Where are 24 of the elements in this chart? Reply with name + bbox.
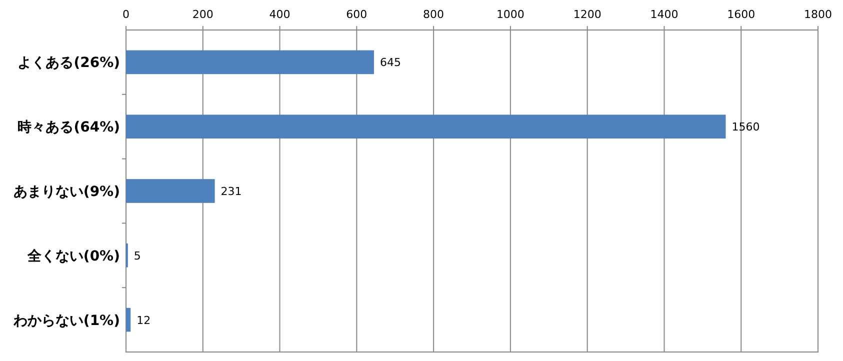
x-tick-label: 1800	[804, 8, 832, 21]
x-tick-label: 1400	[650, 8, 678, 21]
bar	[126, 308, 131, 332]
x-tick-label: 1000	[496, 8, 524, 21]
x-tick-label: 1600	[727, 8, 756, 21]
bar	[126, 179, 215, 203]
data-label: 5	[134, 249, 141, 262]
bar	[126, 114, 726, 139]
x-tick-label: 800	[423, 8, 444, 21]
x-tick-label: 1200	[573, 8, 602, 21]
x-tick-label: 400	[269, 8, 290, 21]
y-tick-label: 全くない(0%)	[26, 248, 120, 264]
x-tick-label: 600	[346, 8, 368, 21]
data-label: 231	[220, 185, 242, 198]
y-tick-label: わからない(1%)	[12, 312, 120, 329]
y-tick-label: よくある(26%)	[18, 55, 120, 72]
data-label: 1560	[732, 120, 760, 134]
bar	[126, 50, 374, 74]
x-tick-label: 200	[192, 8, 214, 21]
y-tick-label: 時々ある(64%)	[18, 120, 120, 136]
x-tick-label: 0	[122, 8, 130, 21]
data-label: 12	[136, 314, 151, 327]
y-tick-label: あまりない(9%)	[13, 184, 120, 200]
data-label: 645	[380, 56, 401, 70]
